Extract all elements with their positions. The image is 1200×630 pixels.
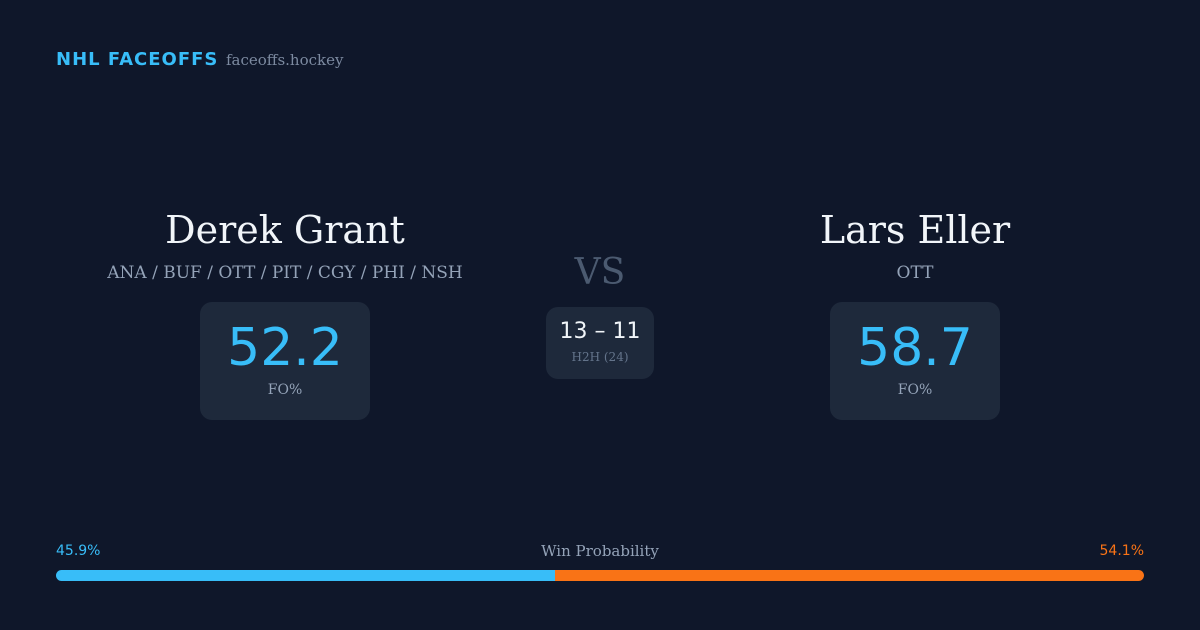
win-left-segment: [56, 570, 556, 581]
win-right-segment: [555, 570, 1144, 581]
win-bar: [56, 570, 1144, 581]
h2h-score: 13 – 11: [559, 319, 641, 344]
player-teams: OTT: [896, 263, 934, 283]
fo-label: FO%: [897, 382, 933, 398]
fo-value: 58.7: [857, 318, 973, 378]
player-name: Derek Grant: [165, 208, 405, 252]
fo-value: 52.2: [227, 318, 343, 378]
site: faceoffs.hockey: [226, 51, 344, 69]
player-name: Lars Eller: [819, 208, 1011, 252]
vs-label: VS: [574, 252, 626, 293]
fo-label: FO%: [267, 382, 303, 398]
h2h-box: [546, 307, 654, 379]
stat-box: [830, 302, 1000, 420]
win-left-label: 45.9%: [56, 543, 101, 559]
h2h-caption: H2H (24): [571, 350, 629, 364]
win-title: Win Probability: [541, 542, 659, 560]
player-teams: ANA / BUF / OTT / PIT / CGY / PHI / NSH: [107, 263, 463, 283]
brand: NHL FACEOFFS: [56, 49, 219, 70]
win-right-label: 54.1%: [1099, 543, 1144, 559]
stat-box: [200, 302, 370, 420]
